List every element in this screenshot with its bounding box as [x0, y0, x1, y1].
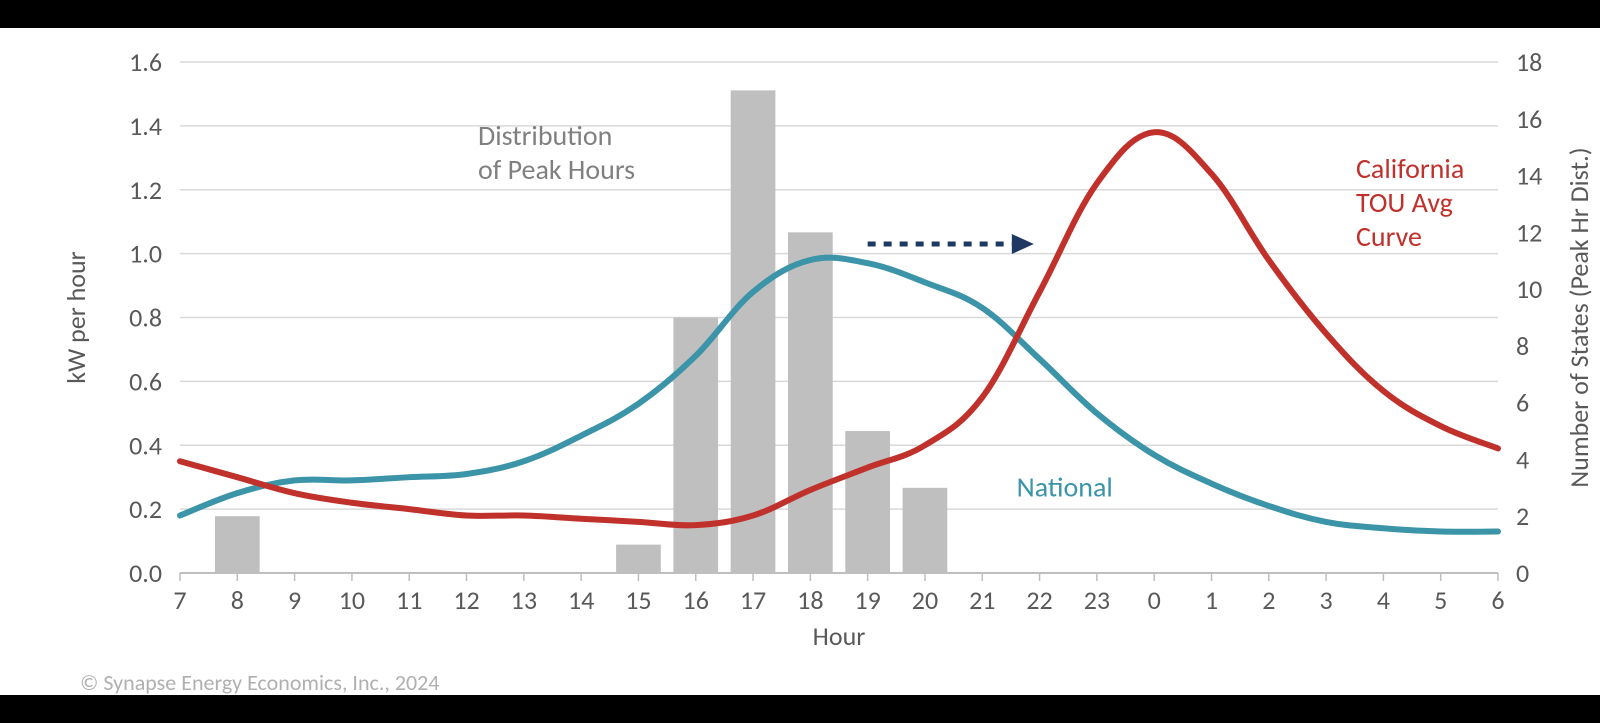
- yright-tick-label: 8: [1516, 330, 1529, 362]
- yright-tick-label: 6: [1516, 387, 1529, 419]
- x-tick-label: 14: [568, 584, 594, 616]
- x-tick-label: 7: [173, 584, 186, 616]
- x-tick-label: 12: [453, 584, 479, 616]
- peak-hour-bar: [616, 545, 661, 573]
- yleft-tick-label: 1.4: [129, 110, 162, 142]
- yleft-axis-label: kW per hour: [60, 251, 92, 383]
- yleft-tick-label: 1.2: [129, 174, 162, 206]
- dist-label: of Peak Hours: [478, 152, 635, 187]
- shift-arrow-head: [1012, 234, 1034, 254]
- peak-hour-bar: [788, 232, 833, 573]
- yright-tick-label: 0: [1516, 557, 1529, 589]
- x-tick-label: 3: [1319, 584, 1332, 616]
- peak-hour-bar: [903, 488, 948, 573]
- chart-svg: 78910111213141516171819202122230123456Ho…: [0, 0, 1600, 723]
- x-tick-label: 2: [1262, 584, 1275, 616]
- yleft-tick-label: 0.4: [129, 429, 162, 461]
- yleft-tick-label: 0.2: [129, 493, 162, 525]
- yleft-tick-label: 1.0: [129, 238, 162, 270]
- peak-hour-bar: [731, 90, 776, 573]
- top-black-bar: [0, 0, 1600, 28]
- yright-tick-label: 4: [1516, 443, 1529, 475]
- grid: [180, 62, 1498, 573]
- x-tick-label: 22: [1026, 584, 1052, 616]
- yleft-tick-label: 1.6: [129, 46, 162, 78]
- x-tick-label: 11: [396, 584, 422, 616]
- x-tick-label: 17: [740, 584, 766, 616]
- x-tick-label: 20: [912, 584, 938, 616]
- x-tick-label: 6: [1491, 584, 1504, 616]
- peak-hour-bar: [845, 431, 890, 573]
- x-tick-label: 15: [625, 584, 651, 616]
- chart-frame: 78910111213141516171819202122230123456Ho…: [0, 0, 1600, 723]
- yright-tick-label: 18: [1516, 46, 1542, 78]
- x-tick-label: 13: [511, 584, 537, 616]
- california-line: [180, 132, 1498, 525]
- yright-tick-label: 12: [1516, 216, 1542, 248]
- yright-axis-label: Number of States (Peak Hr Dist.): [1563, 147, 1595, 487]
- yleft-tick-label: 0.0: [129, 557, 162, 589]
- yright-tick-label: 16: [1516, 103, 1542, 135]
- x-tick-label: 1: [1205, 584, 1218, 616]
- x-tick-label: 23: [1084, 584, 1110, 616]
- copyright-text: © Synapse Energy Economics, Inc., 2024: [80, 669, 439, 696]
- yright-tick-label: 2: [1516, 500, 1529, 532]
- x-tick-label: 8: [231, 584, 244, 616]
- dist-label: Distribution: [478, 118, 612, 153]
- california-label: Curve: [1356, 219, 1422, 254]
- yleft-tick-label: 0.8: [129, 302, 162, 334]
- california-label: California: [1356, 151, 1464, 186]
- bottom-black-bar: [0, 695, 1600, 723]
- california-label: TOU Avg: [1356, 185, 1453, 220]
- x-tick-label: 0: [1148, 584, 1161, 616]
- x-tick-label: 21: [969, 584, 995, 616]
- yleft-tick-label: 0.6: [129, 365, 162, 397]
- x-tick-label: 5: [1434, 584, 1447, 616]
- peak-hour-bar: [215, 516, 260, 573]
- x-tick-label: 18: [797, 584, 823, 616]
- yright-tick-label: 10: [1516, 273, 1542, 305]
- national-label: National: [1017, 469, 1113, 504]
- x-tick-label: 19: [854, 584, 880, 616]
- x-tick-label: 16: [683, 584, 709, 616]
- x-tick-label: 10: [339, 584, 365, 616]
- x-tick-label: 9: [288, 584, 301, 616]
- x-tick-label: 4: [1377, 584, 1390, 616]
- yright-tick-label: 14: [1516, 160, 1542, 192]
- x-axis-label: Hour: [813, 620, 866, 652]
